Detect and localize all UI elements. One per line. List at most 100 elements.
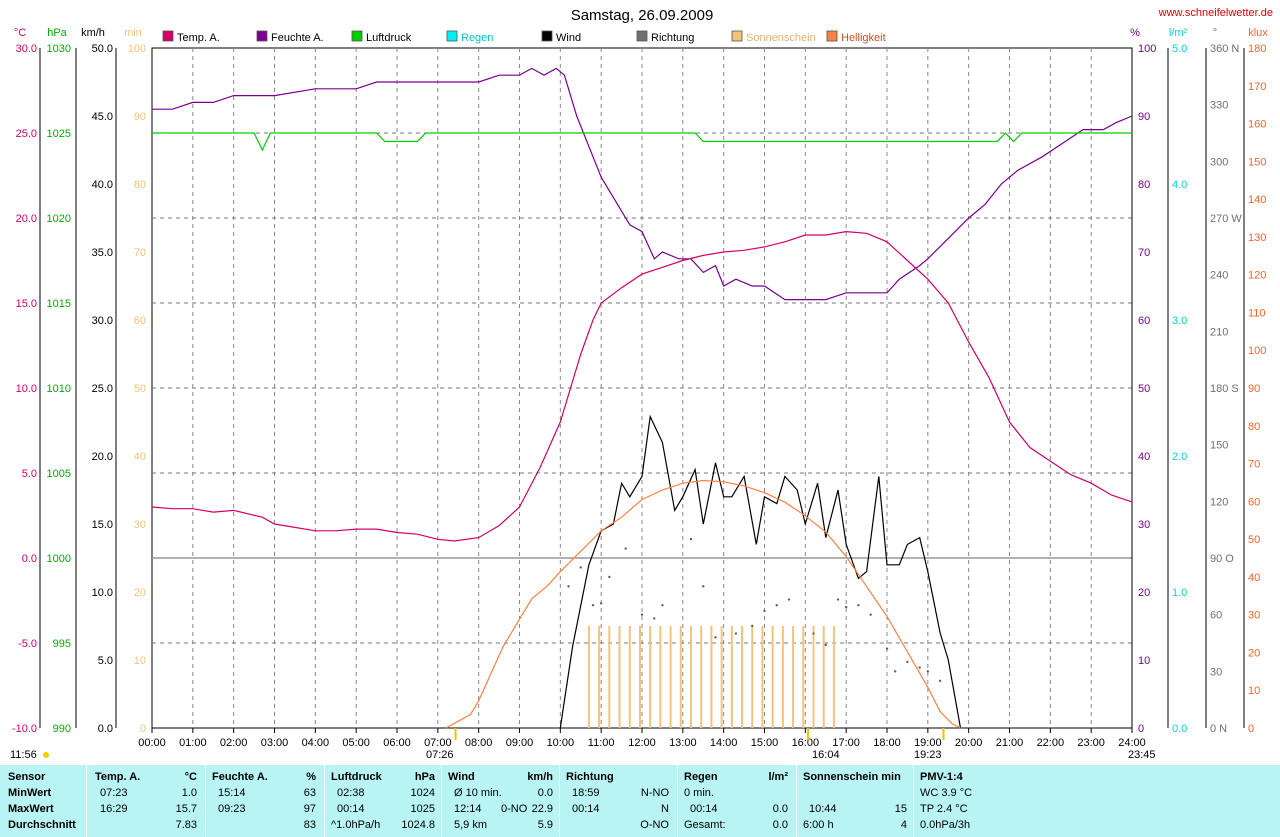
stats-header-temp: Temp. A. xyxy=(95,771,141,783)
x-tick-label: 02:00 xyxy=(220,737,248,749)
stats-temp-max-val: 15.7 xyxy=(175,803,197,815)
direction-point xyxy=(714,636,717,639)
legend-label: Richtung xyxy=(651,32,694,44)
stats-wind-l1: Ø 10 min. xyxy=(454,787,502,799)
x-tick-label: 19:00 xyxy=(914,737,942,749)
legend-swatch xyxy=(731,30,743,42)
weather-chart: Samstag, 26.09.2009 www.schneifelwetter.… xyxy=(10,7,1273,761)
x-tick-label: 04:00 xyxy=(302,737,330,749)
stats-row-avg: Durchschnitt xyxy=(8,819,76,831)
sun-icon xyxy=(43,752,49,758)
marker-label-sunrise: 07:26 xyxy=(426,749,454,761)
stats-col-temp: Temp. A. °C 07:23 1.0 16:29 15.7 7.83 xyxy=(87,765,206,837)
y-tick-label-brightness: 50 xyxy=(1248,534,1260,546)
direction-point xyxy=(824,643,827,647)
y-tick-label-rain: 3.0 xyxy=(1172,315,1187,327)
legend-swatch xyxy=(446,30,458,42)
site-link[interactable]: www.schneifelwetter.de xyxy=(1158,7,1273,19)
stats-rain-v2: 0.0 xyxy=(772,803,788,815)
stats-dir-t2: 00:14 xyxy=(572,803,600,815)
legend-label: Helligkeit xyxy=(841,32,886,44)
stats-hum-min-time: 15:14 xyxy=(218,787,246,799)
direction-point xyxy=(653,617,656,620)
x-tick-label: 14:00 xyxy=(710,737,738,749)
y-tick-label-humidity: 100 xyxy=(1138,43,1156,55)
axis-unit-temp: °C xyxy=(14,27,26,39)
stats-pmv-l2: TP 2.4 °C xyxy=(920,803,968,815)
axis-unit-wind: km/h xyxy=(81,27,105,39)
stats-table: Sensor MinWert MaxWert Durchschnitt Temp… xyxy=(0,765,1280,837)
y-tick-label-direction: 330 xyxy=(1210,100,1228,112)
series-line-feuchte-a xyxy=(152,67,1133,301)
series-line-wind xyxy=(559,414,962,729)
stats-sun-l2: 6:00 h xyxy=(803,819,834,831)
y-tick-label-wind: 50.0 xyxy=(92,43,113,55)
legend-label: Sonnenschein xyxy=(746,32,816,44)
series-line-temp-a xyxy=(151,230,1133,542)
y-tick-label-brightness: 180 xyxy=(1248,43,1266,55)
y-tick-label-wind: 15.0 xyxy=(92,519,113,531)
grid xyxy=(151,47,1133,729)
stats-col-rain: Regen l/m² 0 min. 00:14 0.0 Gesamt: 0.0 xyxy=(678,765,797,837)
stats-hum-avg: 83 xyxy=(303,819,316,831)
y-tick-label-temp: 20.0 xyxy=(16,213,37,225)
y-tick-label-humidity: 50 xyxy=(1138,383,1150,395)
direction-point xyxy=(893,670,897,673)
y-tick-label-sunshine: 10 xyxy=(134,655,146,667)
y-tick-label-wind: 35.0 xyxy=(92,247,113,259)
y-tick-label-temp: -10.0 xyxy=(12,723,37,735)
direction-point xyxy=(689,537,693,541)
y-tick-label-pressure: 990 xyxy=(53,723,71,735)
y-tick-label-pressure: 1000 xyxy=(47,553,71,565)
stats-wind-l2-dir: 0-NO xyxy=(501,803,528,815)
x-tick-label: 20:00 xyxy=(955,737,983,749)
y-tick-label-temp: 25.0 xyxy=(16,128,37,140)
stats-header-rain-unit: l/m² xyxy=(768,771,788,783)
direction-point xyxy=(787,598,791,601)
y-tick-label-temp: 5.0 xyxy=(22,468,37,480)
y-tick-label-direction: 360 N xyxy=(1210,43,1239,55)
y-tick-label-wind: 10.0 xyxy=(92,587,113,599)
y-tick-label-humidity: 30 xyxy=(1138,519,1150,531)
series-layer xyxy=(151,67,1133,729)
y-tick-label-wind: 25.0 xyxy=(92,383,113,395)
y-tick-label-pressure: 1030 xyxy=(47,43,71,55)
y-tick-label-rain: 0.0 xyxy=(1172,723,1187,735)
y-tick-label-brightness: 70 xyxy=(1248,459,1260,471)
y-tick-label-direction: 270 W xyxy=(1210,213,1242,225)
y-tick-label-humidity: 70 xyxy=(1138,247,1150,259)
stats-header-dir: Richtung xyxy=(566,771,614,783)
y-tick-label-humidity: 40 xyxy=(1138,451,1150,463)
stats-press-min-time: 02:38 xyxy=(337,787,365,799)
direction-point xyxy=(775,604,778,607)
y-tick-label-temp: 30.0 xyxy=(16,43,37,55)
direction-point xyxy=(734,632,738,635)
direction-point xyxy=(591,604,595,607)
stats-col-pmv: PMV-1:4 WC 3.9 °C TP 2.4 °C 0.0hPa/3h xyxy=(914,765,1280,837)
stats-hum-max-time: 09:23 xyxy=(218,803,246,815)
y-tick-label-humidity: 20 xyxy=(1138,587,1150,599)
y-tick-label-pressure: 1005 xyxy=(47,468,71,480)
direction-point xyxy=(857,604,860,607)
marker-label-right: 23:45 xyxy=(1128,749,1156,761)
stats-header-wind-unit: km/h xyxy=(527,771,553,783)
stats-col-sensor: Sensor MinWert MaxWert Durchschnitt xyxy=(0,765,87,837)
stats-temp-min-val: 1.0 xyxy=(181,787,197,799)
marker-label-noon: 16:04 xyxy=(812,749,840,761)
stats-dir-t1: 18:59 xyxy=(572,787,600,799)
direction-point xyxy=(763,609,766,613)
axis-unit-direction: ° xyxy=(1213,27,1217,39)
y-tick-label-sunshine: 100 xyxy=(128,43,146,55)
y-tick-label-direction: 120 xyxy=(1210,496,1228,508)
y-tick-label-sunshine: 20 xyxy=(134,587,146,599)
y-tick-label-brightness: 160 xyxy=(1248,119,1266,131)
x-tick-label: 00:00 xyxy=(138,737,166,749)
y-tick-label-sunshine: 30 xyxy=(134,519,146,531)
x-tick-label: 15:00 xyxy=(751,737,779,749)
y-tick-label-rain: 4.0 xyxy=(1172,179,1187,191)
y-tick-label-wind: 20.0 xyxy=(92,451,113,463)
direction-point xyxy=(836,598,840,601)
y-tick-label-humidity: 80 xyxy=(1138,179,1150,191)
stats-wind-l2-time: 12:14 xyxy=(454,803,482,815)
stats-header-sun: Sonnenschein min xyxy=(803,771,901,783)
